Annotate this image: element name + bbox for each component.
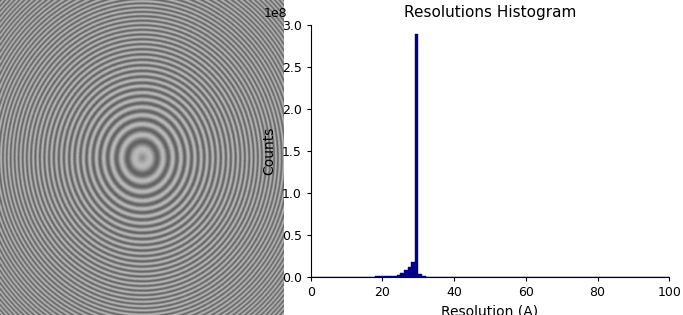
Bar: [408, 267, 411, 277]
Bar: [415, 34, 418, 277]
X-axis label: Resolution (A): Resolution (A): [441, 305, 539, 315]
Bar: [404, 271, 408, 277]
Bar: [411, 262, 415, 277]
Bar: [389, 276, 397, 277]
Bar: [400, 273, 404, 277]
Text: 1e8: 1e8: [264, 7, 288, 20]
Title: Resolutions Histogram: Resolutions Histogram: [404, 5, 576, 20]
Bar: [376, 276, 382, 277]
Bar: [418, 274, 422, 277]
Bar: [397, 275, 400, 277]
Bar: [422, 276, 426, 277]
Bar: [382, 276, 389, 277]
Y-axis label: Counts: Counts: [262, 127, 276, 175]
